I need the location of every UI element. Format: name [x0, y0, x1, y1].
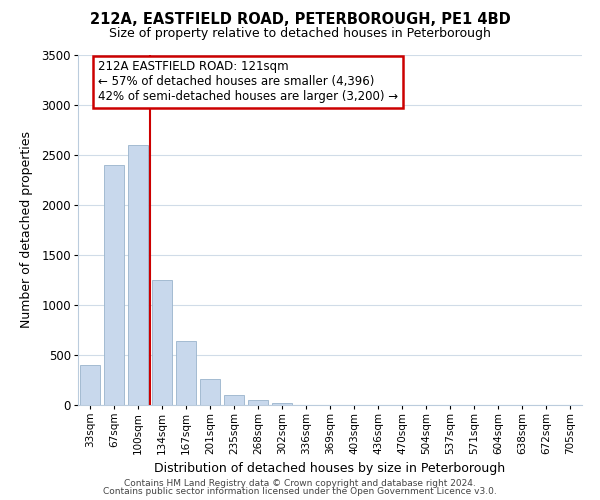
Bar: [272, 403, 292, 405]
Bar: [152, 280, 172, 405]
Bar: [128, 145, 148, 405]
Bar: [296, 404, 316, 405]
Bar: [248, 400, 268, 405]
Bar: [224, 395, 244, 405]
X-axis label: Distribution of detached houses by size in Peterborough: Distribution of detached houses by size …: [154, 462, 506, 475]
Text: Size of property relative to detached houses in Peterborough: Size of property relative to detached ho…: [109, 28, 491, 40]
Text: 212A EASTFIELD ROAD: 121sqm
← 57% of detached houses are smaller (4,396)
42% of : 212A EASTFIELD ROAD: 121sqm ← 57% of det…: [98, 60, 398, 104]
Y-axis label: Number of detached properties: Number of detached properties: [20, 132, 33, 328]
Text: Contains public sector information licensed under the Open Government Licence v3: Contains public sector information licen…: [103, 487, 497, 496]
Bar: [80, 365, 100, 405]
Bar: [104, 165, 124, 405]
Bar: [176, 341, 196, 405]
Bar: [200, 379, 220, 405]
Text: 212A, EASTFIELD ROAD, PETERBOROUGH, PE1 4BD: 212A, EASTFIELD ROAD, PETERBOROUGH, PE1 …: [89, 12, 511, 28]
Text: Contains HM Land Registry data © Crown copyright and database right 2024.: Contains HM Land Registry data © Crown c…: [124, 478, 476, 488]
